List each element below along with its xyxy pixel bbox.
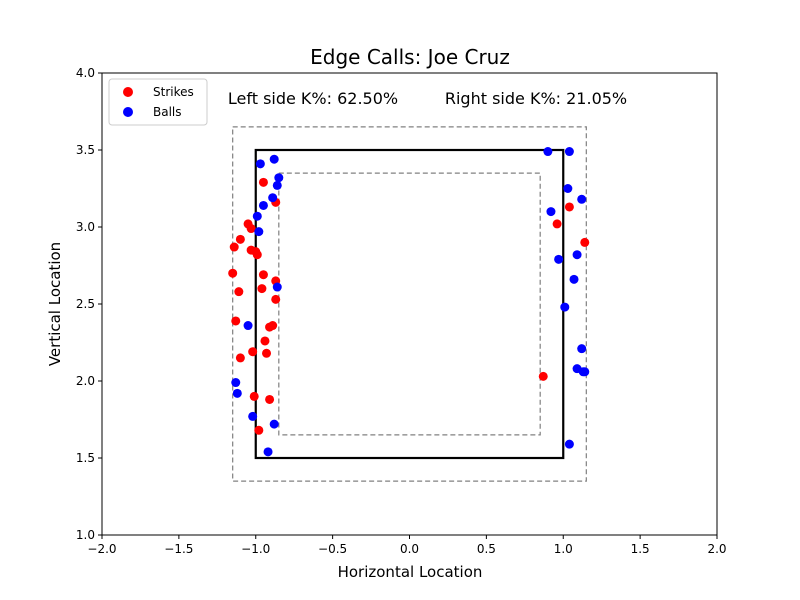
ball-point (254, 227, 264, 237)
legend-label-balls: Balls (153, 105, 182, 119)
strike-point (262, 348, 272, 358)
strike-point (257, 284, 267, 294)
ball-point (554, 254, 564, 264)
inner-edge-zone (278, 172, 541, 436)
y-tick-label: 2.0 (76, 374, 95, 388)
ball-point (268, 193, 278, 203)
strike-point (249, 391, 259, 401)
ball-point (560, 302, 570, 312)
ball-point (563, 184, 573, 193)
strike-point (231, 316, 241, 326)
points-layer (228, 147, 590, 457)
strike-point (258, 270, 268, 280)
strike-point (234, 287, 244, 297)
strike-point (258, 177, 268, 187)
strike-point (265, 394, 275, 404)
x-tick-label: −0.5 (318, 542, 347, 556)
y-tick-label: 3.0 (76, 220, 95, 234)
y-axis: 1.0 1.5 2.0 2.5 3.0 3.5 4.0 (76, 66, 102, 542)
ball-point (572, 250, 582, 260)
strike-point (248, 347, 258, 357)
ball-point (577, 344, 587, 354)
y-tick-label: 2.5 (76, 297, 95, 311)
strike-point (564, 202, 574, 212)
ball-point (232, 388, 242, 398)
legend-marker-strikes (123, 87, 133, 97)
ball-point (577, 194, 587, 204)
strike-point (228, 268, 238, 278)
legend-label-strikes: Strikes (153, 85, 194, 99)
right-side-k-annotation: Right side K%: 21.05% (445, 89, 627, 108)
ball-point (272, 282, 282, 292)
ball-point (231, 378, 241, 388)
strike-point (235, 234, 245, 244)
x-tick-label: −1.5 (164, 542, 193, 556)
legend-frame (108, 78, 208, 126)
strike-point (538, 371, 548, 381)
ball-point (252, 211, 262, 221)
strike-point (580, 237, 590, 247)
ball-point (272, 180, 282, 190)
ball-point (543, 147, 553, 157)
strike-point (260, 336, 270, 346)
ball-point (263, 447, 273, 457)
chart-title: Edge Calls: Joe Cruz (310, 45, 510, 69)
ball-point (546, 207, 556, 217)
outer-edge-zone (232, 126, 587, 482)
x-tick-label: −2.0 (87, 542, 116, 556)
y-tick-label: 1.0 (76, 528, 95, 542)
ball-point (274, 173, 284, 183)
strike-point (251, 247, 261, 257)
y-tick-label: 1.5 (76, 451, 95, 465)
ball-point (258, 200, 268, 210)
legend-marker-balls (123, 107, 133, 117)
ball-point (580, 367, 590, 377)
x-axis-label: Horizontal Location (338, 563, 483, 581)
ball-point (269, 419, 279, 429)
strike-point (229, 242, 239, 252)
x-tick-label: 1.0 (554, 542, 573, 556)
y-axis-label: Vertical Location (46, 242, 64, 366)
x-tick-label: −1.0 (241, 542, 270, 556)
ball-point (269, 154, 279, 164)
strike-point (235, 353, 245, 363)
strike-point (254, 425, 264, 435)
left-side-k-annotation: Left side K%: 62.50% (228, 89, 398, 108)
legend: Strikes Balls (108, 78, 208, 126)
ball-point (248, 411, 258, 421)
y-tick-label: 3.5 (76, 143, 95, 157)
ball-point (564, 439, 574, 449)
strike-point (246, 224, 256, 234)
x-tick-label: 0.0 (400, 542, 419, 556)
x-axis: −2.0 −1.5 −1.0 −0.5 0.0 0.5 1.0 1.5 2.0 (87, 535, 727, 556)
ball-point (564, 147, 574, 157)
ball-point (569, 274, 579, 284)
x-tick-label: 1.5 (631, 542, 650, 556)
strike-point (271, 294, 281, 304)
ball-point (243, 321, 253, 331)
y-tick-label: 4.0 (76, 66, 95, 80)
x-tick-label: 0.5 (477, 542, 496, 556)
x-tick-label: 2.0 (707, 542, 726, 556)
strike-point (265, 322, 275, 332)
strike-point (552, 219, 562, 229)
ball-point (255, 159, 265, 169)
